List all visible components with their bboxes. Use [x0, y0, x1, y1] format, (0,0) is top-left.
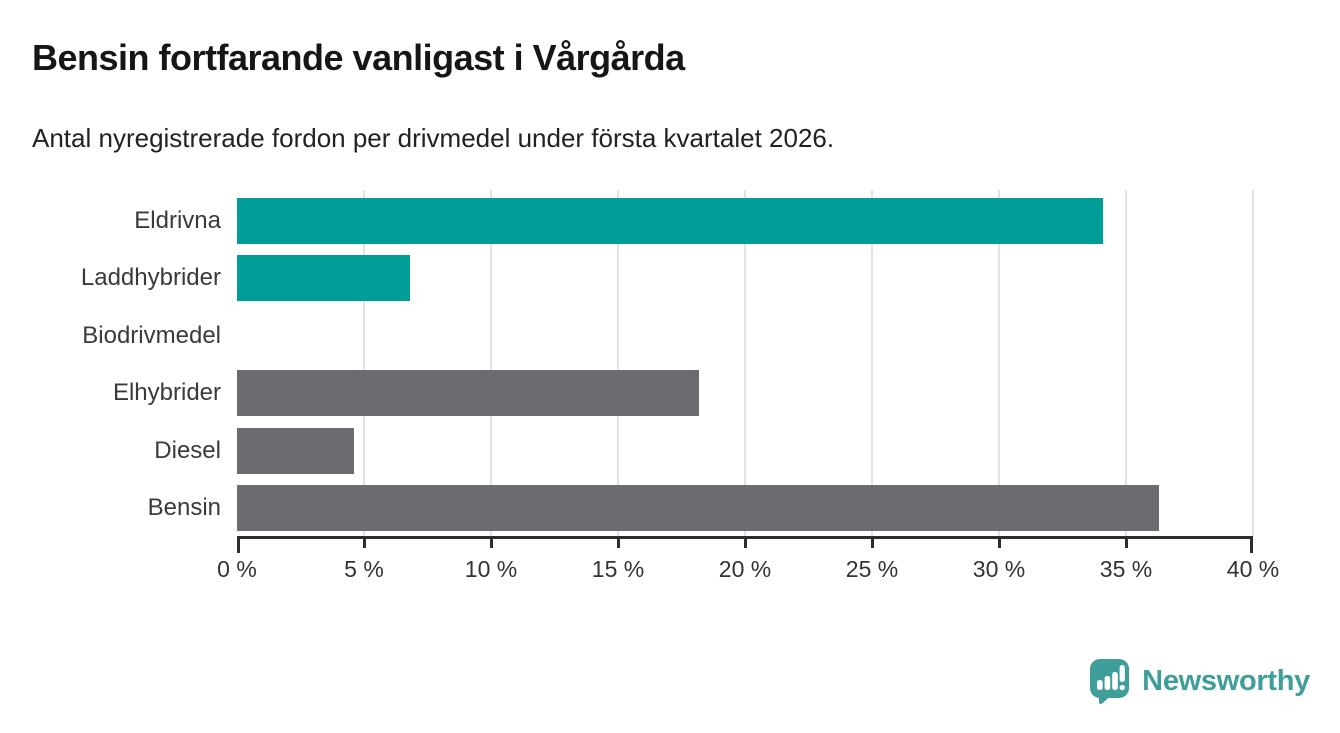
x-label-0: 0 % [217, 556, 257, 582]
x-axis-line [237, 536, 1253, 539]
gridline-15 [617, 190, 619, 537]
y-label-laddhybrider: Laddhybrider [80, 264, 221, 292]
gridline-40 [1252, 190, 1254, 537]
x-label-20: 20 % [718, 556, 772, 582]
x-tick-40 [1250, 539, 1253, 553]
x-tick-10 [489, 539, 493, 548]
bar-row-laddhybrider [237, 250, 1253, 308]
bar-eldrivna [237, 197, 1104, 244]
newsworthy-wordmark: Newsworthy [1142, 665, 1310, 697]
bar-row-diesel [237, 422, 1253, 480]
x-tick-15 [616, 539, 620, 548]
bar-laddhybrider [237, 255, 410, 302]
bar-bensin [237, 485, 1160, 532]
x-tick-0 [237, 539, 240, 553]
x-tick-25 [870, 539, 874, 548]
x-label-35: 35 % [1099, 556, 1153, 582]
x-label-15: 15 % [591, 556, 645, 582]
gridline-10 [490, 190, 492, 537]
bar-row-biodrivmedel [237, 307, 1253, 365]
x-tick-30 [997, 539, 1001, 548]
y-label-eldrivna: Eldrivna [134, 206, 221, 234]
x-tick-20 [743, 539, 747, 548]
newsworthy-logo-icon [1090, 659, 1130, 704]
plot-area [237, 190, 1254, 553]
chart-subtitle: Antal nyregistrerade fordon per drivmede… [32, 123, 835, 153]
x-label-30: 30 % [972, 556, 1026, 582]
x-tick-5 [362, 539, 366, 548]
gridline-20 [744, 190, 746, 537]
gridline-30 [998, 190, 1000, 537]
bar-row-eldrivna [237, 192, 1253, 250]
bar-row-bensin [237, 480, 1253, 538]
chart-title: Bensin fortfarande vanligast i Vårgårda [32, 37, 685, 78]
bar-elhybrider [237, 370, 700, 417]
x-label-25: 25 % [845, 556, 899, 582]
gridline-35 [1125, 190, 1127, 537]
y-label-biodrivmedel: Biodrivmedel [82, 321, 221, 349]
x-label-40: 40 % [1226, 556, 1280, 582]
y-label-diesel: Diesel [154, 436, 221, 464]
x-tick-35 [1124, 539, 1128, 548]
gridline-25 [871, 190, 873, 537]
x-label-10: 10 % [464, 556, 518, 582]
y-label-elhybrider: Elhybrider [112, 379, 221, 407]
y-label-bensin: Bensin [147, 494, 221, 522]
bar-diesel [237, 427, 354, 474]
bar-row-elhybrider [237, 365, 1253, 423]
newsworthy-logo: Newsworthy [1089, 658, 1310, 705]
gridline-5 [363, 190, 365, 537]
x-label-5: 5 % [344, 556, 384, 582]
